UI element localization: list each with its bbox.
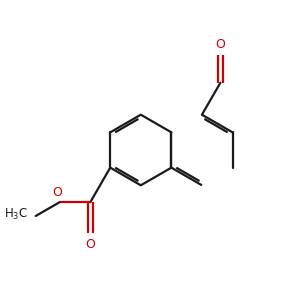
- Text: O: O: [52, 185, 62, 199]
- Text: O: O: [85, 238, 95, 251]
- Text: H$_3$C: H$_3$C: [4, 207, 28, 222]
- Text: O: O: [215, 38, 225, 51]
